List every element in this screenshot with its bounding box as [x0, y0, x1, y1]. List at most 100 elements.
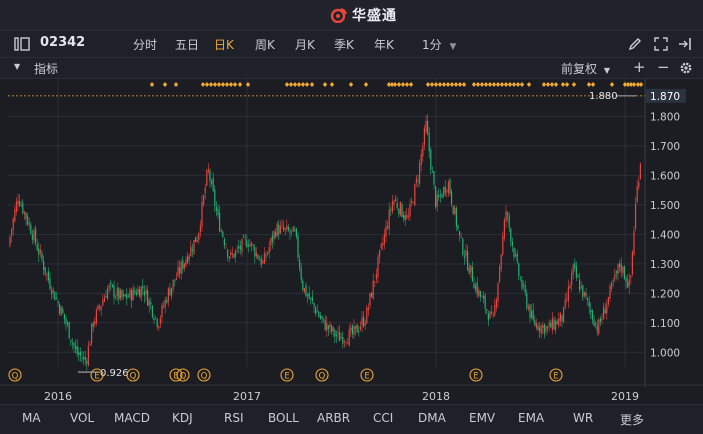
- event-diamond-icon: [511, 82, 517, 87]
- event-diamond-icon: [526, 82, 532, 87]
- tab-ma[interactable]: MA: [22, 411, 41, 425]
- tab-dma[interactable]: DMA: [418, 411, 446, 425]
- candle-body: [468, 268, 470, 274]
- tab-fenshi[interactable]: 分时: [133, 38, 158, 52]
- candle-body: [431, 171, 433, 173]
- candle-body: [559, 312, 561, 321]
- candle-body: [183, 263, 185, 269]
- candle-body: [628, 279, 630, 287]
- tab-month-k[interactable]: 月K: [295, 38, 315, 52]
- chevron-down-icon: ▼: [603, 66, 610, 75]
- candle-body: [297, 236, 299, 258]
- tab-more[interactable]: 更多: [620, 413, 645, 427]
- event-diamond-icon: [571, 82, 577, 87]
- candle-body: [193, 239, 195, 254]
- exit-icon[interactable]: [677, 37, 693, 51]
- candle-body: [159, 318, 161, 325]
- event-diamond-icon: [475, 82, 481, 87]
- event-diamond-icon: [200, 82, 206, 87]
- tab-year-k[interactable]: 年K: [374, 38, 394, 52]
- candle-body: [497, 283, 499, 302]
- candle-body: [251, 242, 253, 246]
- tab-arbr[interactable]: ARBR: [317, 411, 351, 425]
- candle-body: [351, 325, 353, 335]
- candle-body: [316, 311, 318, 313]
- candle-body: [190, 246, 192, 257]
- tab-vol[interactable]: VOL: [70, 411, 95, 425]
- event-diamond-icon: [503, 82, 509, 87]
- candle-body: [407, 215, 409, 217]
- y-tick-label: 1.000: [650, 347, 680, 359]
- minute-select[interactable]: 1分 ▼: [422, 36, 456, 53]
- tab-rsi[interactable]: RSI: [224, 411, 244, 425]
- adjust-select[interactable]: 前复权 ▼: [561, 60, 610, 77]
- candle-body: [204, 187, 206, 194]
- candle-body: [97, 305, 99, 310]
- candle-body: [291, 229, 293, 231]
- minus-icon[interactable]: −: [657, 58, 670, 76]
- pencil-icon[interactable]: [628, 37, 642, 51]
- candle-body: [476, 282, 478, 295]
- event-diamond-icon: [609, 82, 615, 87]
- collapse-triangle-icon[interactable]: ▼: [14, 62, 21, 71]
- tab-ema[interactable]: EMA: [518, 411, 545, 425]
- event-diamond-icon: [288, 82, 294, 87]
- candle-body: [532, 309, 534, 320]
- candle-body: [547, 326, 549, 329]
- fullscreen-icon[interactable]: [654, 37, 668, 51]
- candle-body: [604, 309, 606, 314]
- candle-body: [22, 202, 24, 214]
- tab-day-k[interactable]: 日K: [214, 38, 234, 52]
- tab-five-day[interactable]: 五日: [175, 38, 200, 52]
- candle-body: [212, 178, 214, 191]
- candle-body: [171, 287, 173, 297]
- add-icon[interactable]: +: [633, 58, 646, 76]
- tab-emv[interactable]: EMV: [469, 411, 496, 425]
- candle-body: [471, 267, 473, 282]
- gear-icon[interactable]: [679, 61, 693, 75]
- candle-body: [260, 257, 262, 266]
- candle-body: [454, 207, 456, 215]
- candle-body: [521, 280, 523, 289]
- event-marker-label: E: [173, 372, 178, 382]
- tab-wr[interactable]: WR: [573, 411, 594, 425]
- candle-body: [68, 322, 70, 339]
- candle-body: [511, 241, 513, 246]
- candle-body: [87, 345, 89, 366]
- candle-body: [630, 275, 632, 278]
- candle-body: [427, 120, 429, 134]
- candlestick-chart[interactable]: 2016 2017 2018 2019 1.870 1.800 1.700 1.600 1.50…: [0, 79, 703, 403]
- event-diamond-icon: [425, 82, 431, 87]
- event-diamond-icon: [471, 82, 477, 87]
- candle-body: [147, 290, 149, 306]
- tab-quarter-k[interactable]: 季K: [334, 38, 354, 52]
- candle-body: [75, 345, 77, 349]
- tab-kdj[interactable]: KDJ: [172, 411, 193, 425]
- event-diamond-icon: [445, 82, 451, 87]
- tab-macd[interactable]: MACD: [114, 411, 150, 425]
- sidebar-toggle-icon[interactable]: [14, 37, 30, 51]
- indicator-label[interactable]: 指标: [34, 62, 59, 76]
- price-chart[interactable]: 2016 2017 2018 2019 1.870 1.800 1.700 1.600 1.50…: [0, 79, 703, 403]
- candle-body: [447, 181, 449, 193]
- candle-body: [599, 318, 601, 322]
- candle-body: [409, 204, 411, 217]
- event-diamond-icon: [232, 82, 238, 87]
- event-diamond-icon: [564, 82, 570, 87]
- period-toolbar: 02342 分时 五日 日K 周K 月K 季K 年K 1分 ▼: [0, 31, 703, 58]
- candle-body: [102, 300, 104, 306]
- event-diamond-icon: [228, 82, 234, 87]
- candle-body: [271, 235, 273, 242]
- tab-week-k[interactable]: 周K: [255, 38, 275, 52]
- candle-body: [423, 128, 425, 145]
- candle-body: [609, 285, 611, 299]
- candle-body: [502, 235, 504, 255]
- candle-body: [196, 239, 198, 242]
- candle-body: [460, 236, 462, 238]
- candle-body: [238, 246, 240, 249]
- tab-boll[interactable]: BOLL: [268, 411, 299, 425]
- candle-body: [345, 342, 347, 344]
- tab-cci[interactable]: CCI: [373, 411, 394, 425]
- candle-body: [411, 200, 413, 203]
- candle-body: [172, 279, 174, 289]
